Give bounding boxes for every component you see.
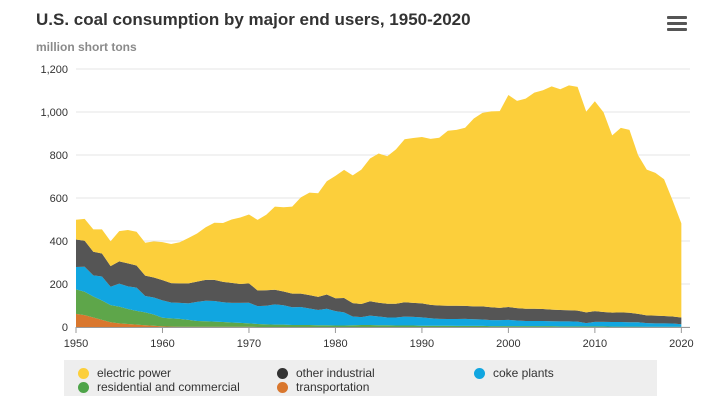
x-tick-label: 2000 [496, 338, 520, 350]
y-tick-label: 400 [50, 236, 68, 248]
y-axis-unit-label: million short tons [36, 40, 137, 54]
hamburger-menu-icon[interactable] [667, 16, 687, 34]
legend-item-residential-and-commercial[interactable]: residential and commercial [78, 380, 240, 394]
x-tick-label: 1950 [64, 338, 88, 350]
legend-item-transportation[interactable]: transportation [277, 380, 369, 394]
legend-item-electric-power[interactable]: electric power [78, 366, 171, 380]
legend-label-transportation: transportation [296, 380, 370, 394]
y-tick-label: 1,000 [40, 107, 68, 119]
legend-swatch-coke-plants [474, 367, 485, 379]
x-tick-label: 2010 [583, 338, 607, 350]
legend-item-coke-plants[interactable]: coke plants [474, 366, 554, 380]
y-tick-label: 0 [62, 322, 68, 334]
x-tick-label: 1960 [150, 338, 174, 350]
area-residential-and-commercial [76, 289, 682, 327]
legend-swatch-transportation [277, 381, 288, 393]
y-tick-label: 600 [50, 193, 68, 205]
area-coke-plants [76, 266, 682, 327]
legend-label-residential-and-commercial: residential and commercial [97, 380, 240, 394]
legend-swatch-residential-and-commercial [78, 381, 89, 393]
legend-swatch-electric-power [78, 367, 89, 379]
x-tick-label: 2020 [669, 338, 693, 350]
chart-legend: electric power other industrial coke pla… [64, 360, 657, 396]
legend-item-other-industrial[interactable]: other industrial [277, 366, 375, 380]
x-tick-label: 1990 [410, 338, 434, 350]
y-tick-label: 1,200 [40, 64, 68, 76]
legend-label-electric-power: electric power [97, 366, 172, 380]
chart-title: U.S. coal consumption by major end users… [36, 10, 471, 29]
y-tick-label: 200 [50, 279, 68, 291]
area-other-industrial [76, 239, 682, 325]
y-tick-label: 800 [50, 150, 68, 162]
legend-swatch-other-industrial [277, 367, 288, 379]
legend-label-other-industrial: other industrial [296, 366, 375, 380]
coal-consumption-area-chart: 0 200 400 600 800 1,000 1,200 1950 1960 1970 1980 1… [40, 64, 693, 350]
area-electric-power [76, 85, 682, 318]
x-tick-label: 1970 [237, 338, 261, 350]
legend-label-coke-plants: coke plants [493, 366, 554, 380]
area-transportation [76, 313, 682, 327]
x-tick-label: 1980 [323, 338, 347, 350]
